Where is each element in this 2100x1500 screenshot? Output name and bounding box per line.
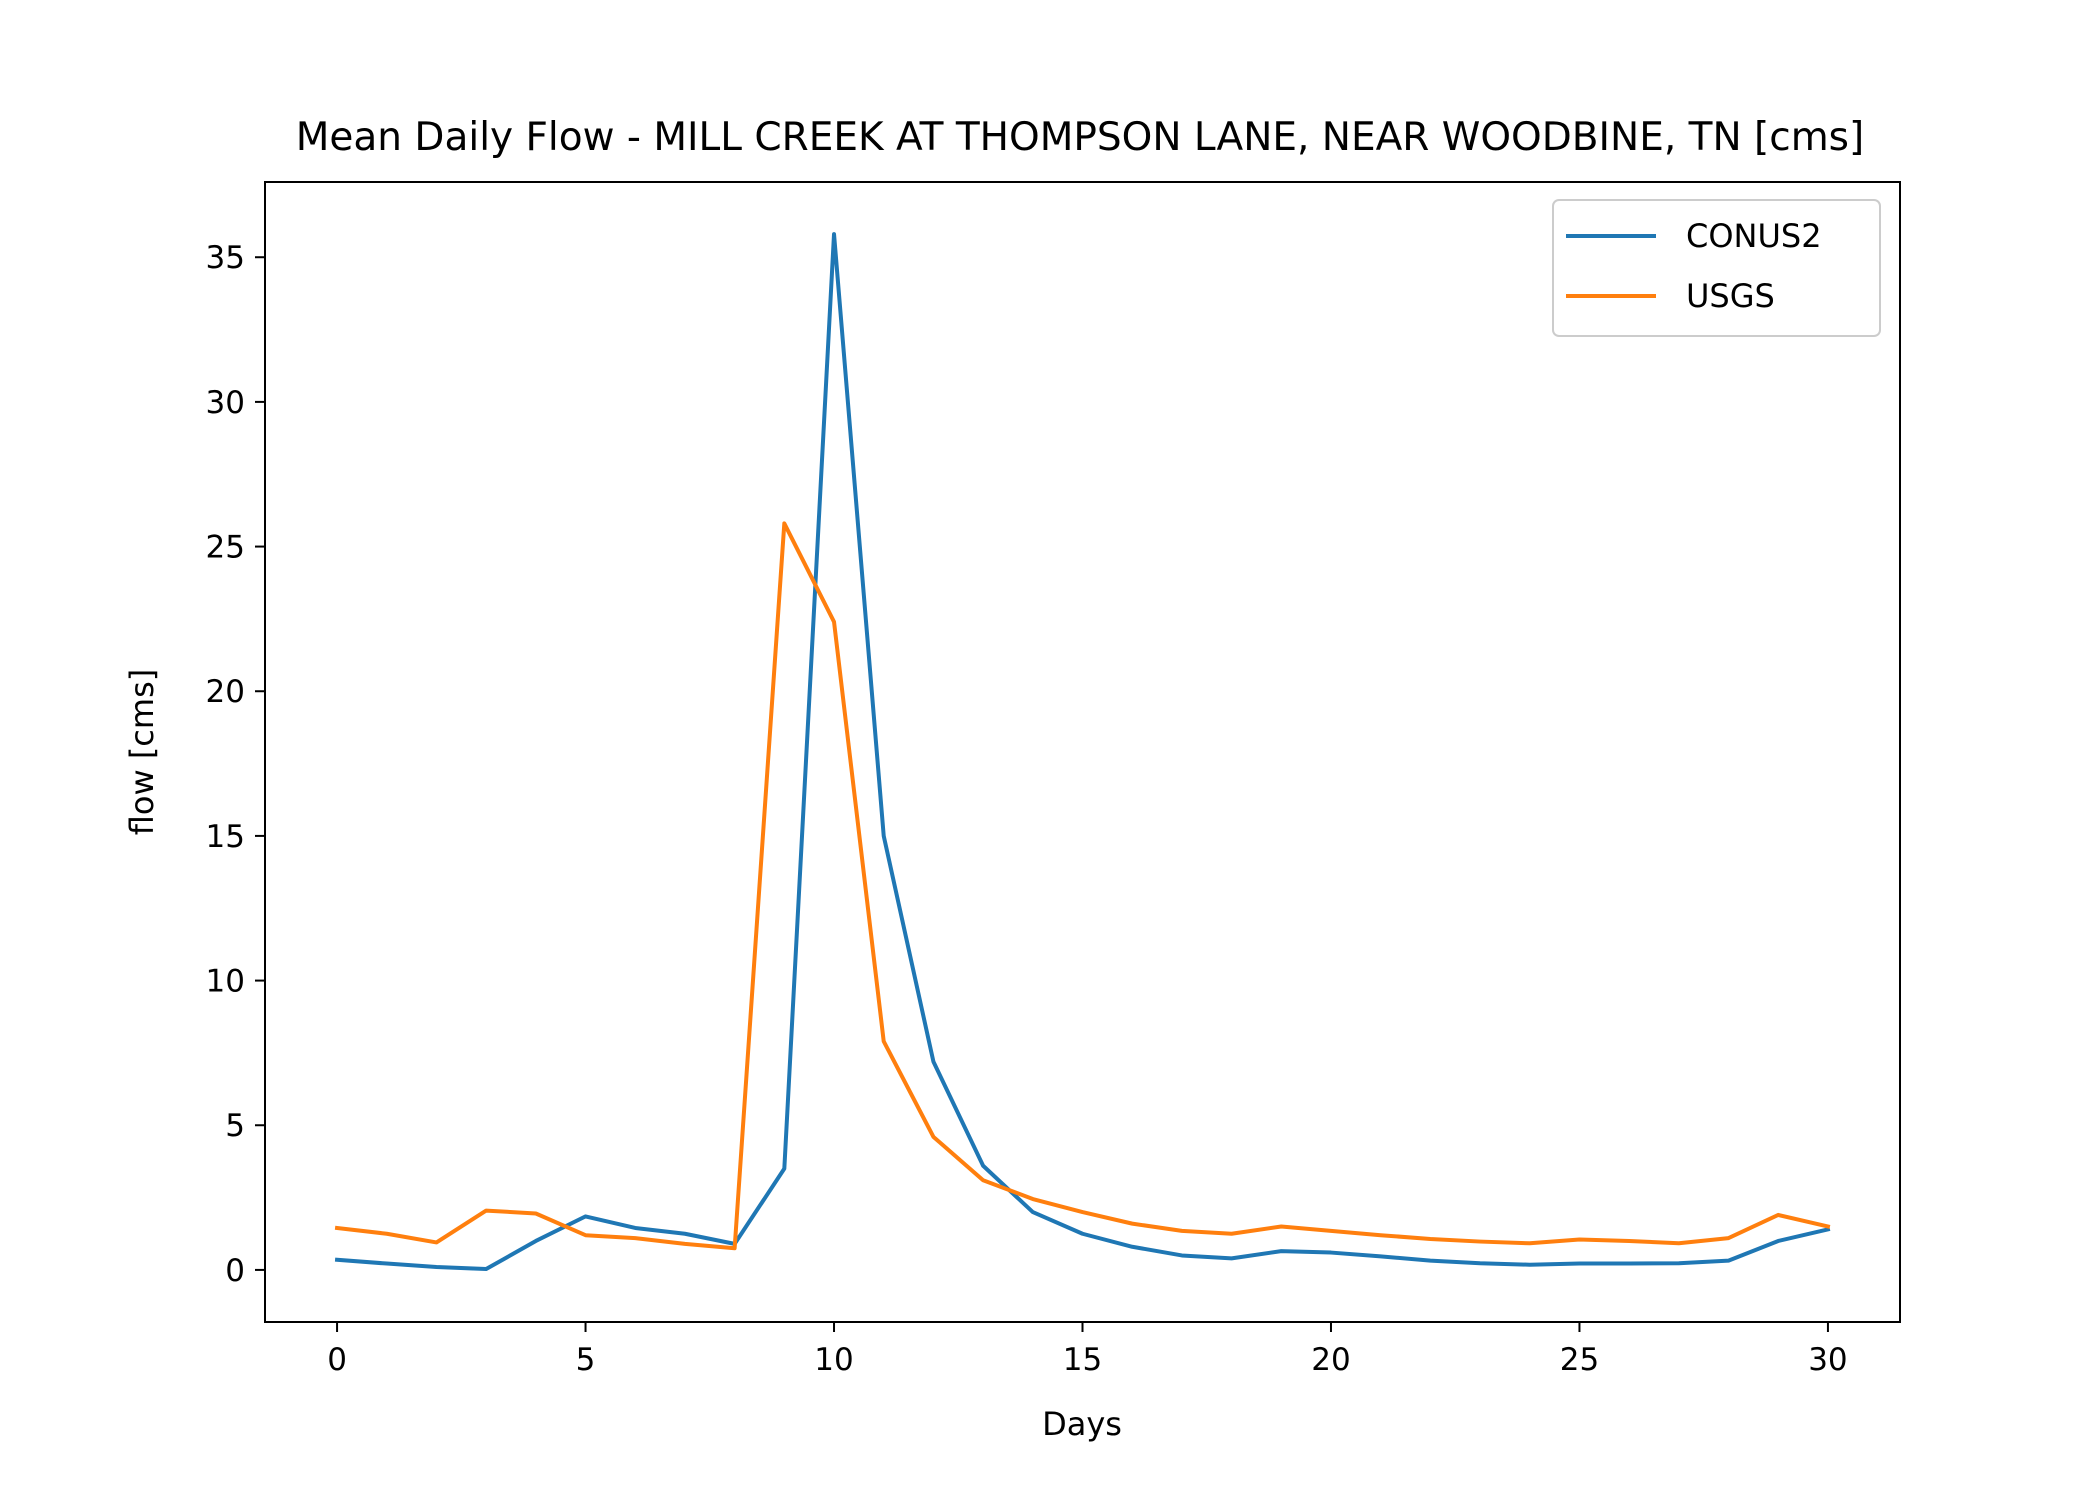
legend: CONUS2 USGS	[1552, 199, 1881, 337]
series-line-conus2	[334, 232, 1831, 1272]
x-tick-label: 10	[814, 1342, 853, 1378]
y-tick-label: 15	[206, 819, 245, 855]
y-tick-label: 10	[206, 964, 245, 1000]
y-tick-label: 0	[225, 1253, 245, 1289]
legend-label-usgs: USGS	[1686, 277, 1775, 315]
x-tick-label: 25	[1560, 1342, 1599, 1378]
plot-area	[265, 182, 1900, 1322]
x-axis-label: Days	[1042, 1405, 1122, 1443]
chart-title: Mean Daily Flow - MILL CREEK AT THOMPSON…	[296, 115, 1864, 160]
plot-frame	[264, 181, 1901, 1323]
y-axis-ticks: 0 5 10 15 20 25 30 35	[206, 240, 265, 1289]
y-axis-label: flow [cms]	[123, 669, 161, 835]
x-tick-label: 15	[1063, 1342, 1102, 1378]
legend-label-conus2: CONUS2	[1686, 217, 1822, 255]
x-tick-label: 30	[1808, 1342, 1847, 1378]
series-line-usgs	[334, 521, 1831, 1251]
y-tick-label: 35	[206, 240, 245, 276]
y-tick-label: 5	[225, 1108, 245, 1144]
y-tick-label: 20	[206, 674, 245, 710]
x-axis-ticks: 0 5 10 15 20 25 30	[327, 1322, 1848, 1378]
series-layer	[334, 232, 1831, 1272]
x-tick-label: 0	[327, 1342, 347, 1378]
y-tick-label: 25	[206, 530, 245, 566]
x-tick-label: 20	[1311, 1342, 1350, 1378]
y-tick-label: 30	[206, 385, 245, 421]
x-tick-label: 5	[576, 1342, 596, 1378]
